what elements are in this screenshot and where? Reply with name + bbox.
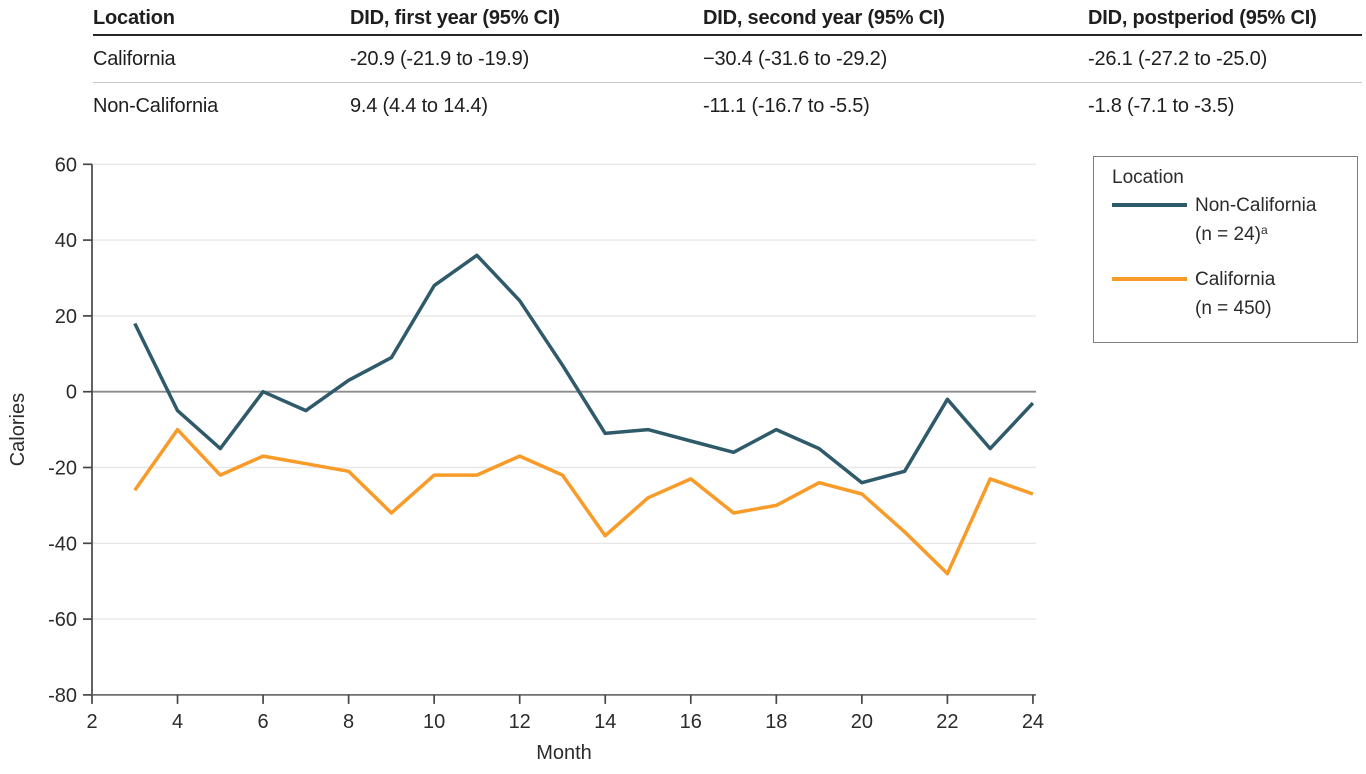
- svg-text:4: 4: [172, 711, 183, 733]
- svg-text:-20: -20: [48, 458, 77, 480]
- svg-text:Month: Month: [536, 742, 592, 764]
- non-california-line-swatch: [1112, 203, 1187, 207]
- cell-first-year: -20.9 (-21.9 to -19.9): [350, 47, 530, 70]
- table-row: California -20.9 (-21.9 to -19.9) −30.4 …: [93, 36, 1362, 83]
- svg-text:2: 2: [86, 711, 97, 733]
- cell-second-year: −30.4 (-31.6 to -29.2): [703, 47, 888, 70]
- svg-text:12: 12: [509, 711, 531, 733]
- svg-text:0: 0: [66, 382, 77, 404]
- svg-text:20: 20: [55, 306, 77, 328]
- legend-sublabel: (n = 24): [1195, 224, 1262, 245]
- footnote-marker-a: a: [1261, 223, 1268, 237]
- svg-text:24: 24: [1022, 711, 1044, 733]
- legend-label: Non-California: [1195, 195, 1317, 216]
- legend-label: California: [1195, 269, 1276, 290]
- svg-text:60: 60: [55, 154, 77, 176]
- svg-text:10: 10: [423, 711, 445, 733]
- legend-title: Location: [1112, 167, 1184, 188]
- column-header-location: Location: [93, 6, 175, 29]
- cell-postperiod: -1.8 (-7.1 to -3.5): [1088, 94, 1235, 117]
- svg-text:18: 18: [765, 711, 787, 733]
- svg-text:20: 20: [851, 711, 873, 733]
- svg-text:-60: -60: [48, 609, 77, 631]
- svg-text:14: 14: [594, 711, 616, 733]
- svg-text:-40: -40: [48, 533, 77, 555]
- legend-item-california: California (n = 450): [1112, 268, 1347, 321]
- did-results-table: Location DID, first year (95% CI) DID, s…: [93, 2, 1362, 129]
- svg-text:8: 8: [343, 711, 354, 733]
- svg-text:Calories: Calories: [7, 393, 29, 466]
- california-line-swatch: [1112, 277, 1187, 281]
- cell-first-year: 9.4 (4.4 to 14.4): [350, 94, 488, 117]
- cell-location: Non-California: [93, 94, 219, 117]
- svg-text:16: 16: [680, 711, 702, 733]
- chart-legend: Location Non-California (n = 24)a Califo…: [1093, 156, 1358, 343]
- legend-item-non-california: Non-California (n = 24)a: [1112, 194, 1347, 247]
- column-header-postperiod: DID, postperiod (95% CI): [1088, 6, 1317, 29]
- cell-location: California: [93, 47, 176, 70]
- cell-postperiod: -26.1 (-27.2 to -25.0): [1088, 47, 1268, 70]
- table-row: Non-California 9.4 (4.4 to 14.4) -11.1 (…: [93, 83, 1362, 129]
- column-header-first-year: DID, first year (95% CI): [350, 6, 560, 29]
- cell-second-year: -11.1 (-16.7 to -5.5): [703, 94, 870, 117]
- svg-text:40: 40: [55, 230, 77, 252]
- svg-text:6: 6: [258, 711, 269, 733]
- svg-text:-80: -80: [48, 685, 77, 707]
- table-header-row: Location DID, first year (95% CI) DID, s…: [93, 2, 1362, 36]
- column-header-second-year: DID, second year (95% CI): [703, 6, 945, 29]
- svg-text:22: 22: [936, 711, 958, 733]
- legend-sublabel: (n = 450): [1195, 298, 1272, 319]
